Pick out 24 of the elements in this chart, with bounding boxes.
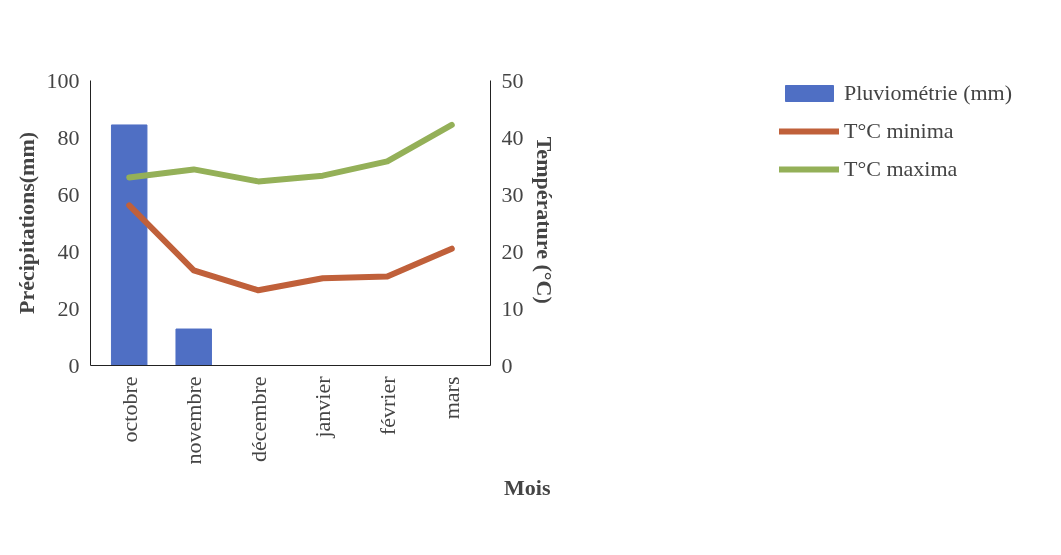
y2-axis-title: Température (°C) (531, 136, 557, 304)
y2-tick-label: 40 (501, 124, 524, 150)
y-tick-label: 20 (57, 295, 80, 321)
y-tick-label: 40 (57, 238, 80, 264)
y-tick-label: 60 (57, 181, 80, 207)
y-tick-label: 80 (57, 124, 80, 150)
legend-label: T°C maxima (843, 156, 958, 182)
x-tick-label: décembre (245, 376, 271, 462)
y2-tick-label: 50 (501, 67, 524, 93)
y-tick-label: 0 (68, 352, 80, 378)
y2-tick-label: 10 (501, 295, 524, 321)
x-tick-label: octobre (116, 376, 142, 443)
legend-label: Pluviométrie (mm) (843, 80, 1013, 106)
y-axis-title: Précipitations(mm) (13, 131, 39, 315)
x-tick-label: janvier (310, 375, 336, 439)
legend-label: T°C minima (843, 118, 954, 144)
x-tick-label: novembre (181, 376, 207, 465)
y-tick-label: 100 (46, 67, 80, 93)
y2-tick-label: 30 (501, 181, 524, 207)
x-tick-label: février (374, 375, 400, 436)
y2-tick-label: 0 (501, 352, 513, 378)
x-tick-label: mars (439, 376, 465, 420)
y2-tick-label: 20 (501, 238, 524, 264)
x-axis-title: Mois (504, 474, 551, 500)
